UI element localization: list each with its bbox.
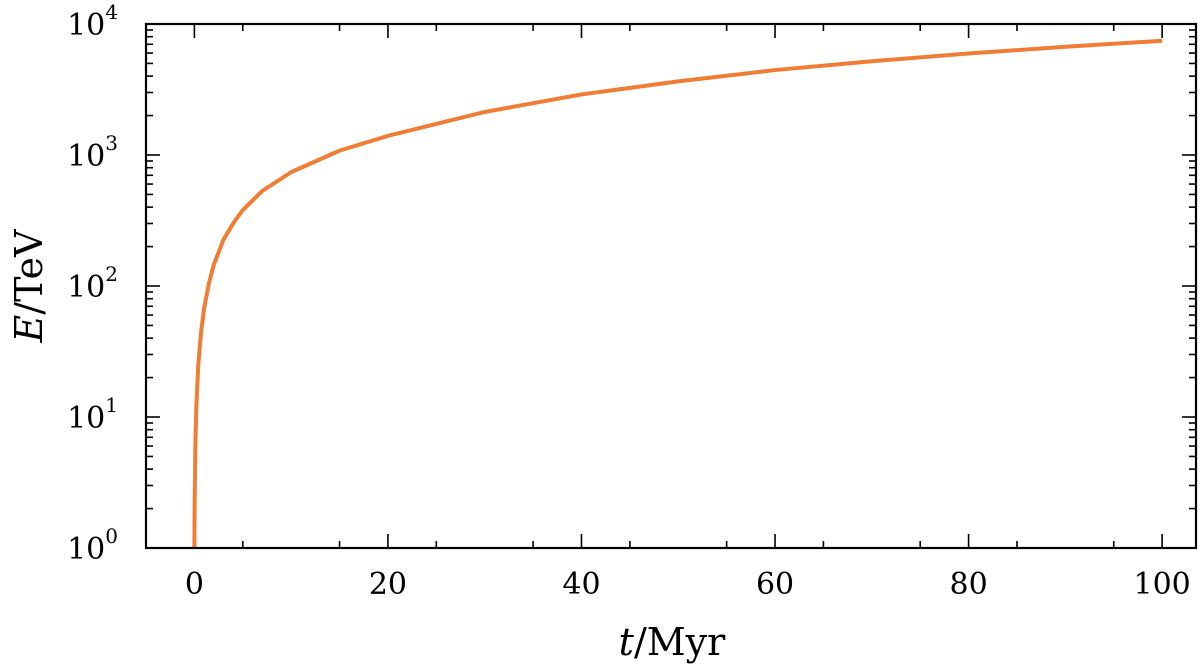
y-tick-label: 100 bbox=[67, 524, 118, 567]
series-line-1 bbox=[192, 38, 1163, 549]
x-axis-label: t/Myr bbox=[619, 620, 726, 664]
y-axis-label: E/TeV bbox=[7, 229, 51, 343]
axis-ticks bbox=[146, 23, 1196, 549]
x-tick-label: 20 bbox=[369, 567, 407, 602]
series-layer bbox=[192, 38, 1163, 549]
x-tick-label: 60 bbox=[756, 567, 794, 602]
y-tick-label: 101 bbox=[67, 393, 118, 436]
y-tick-label: 103 bbox=[67, 131, 118, 174]
y-tick-label: 102 bbox=[67, 262, 118, 305]
x-tick-label: 0 bbox=[185, 567, 204, 602]
y-tick-label: 104 bbox=[67, 0, 118, 43]
x-tick-label: 80 bbox=[949, 567, 987, 602]
x-tick-label: 100 bbox=[1133, 567, 1190, 602]
x-tick-label: 40 bbox=[562, 567, 600, 602]
plot-frame bbox=[144, 22, 1198, 550]
y-tick-labels: 100 101 102 103 104 bbox=[67, 0, 118, 567]
x-tick-labels: 0 20 40 60 80 100 bbox=[185, 567, 1191, 602]
